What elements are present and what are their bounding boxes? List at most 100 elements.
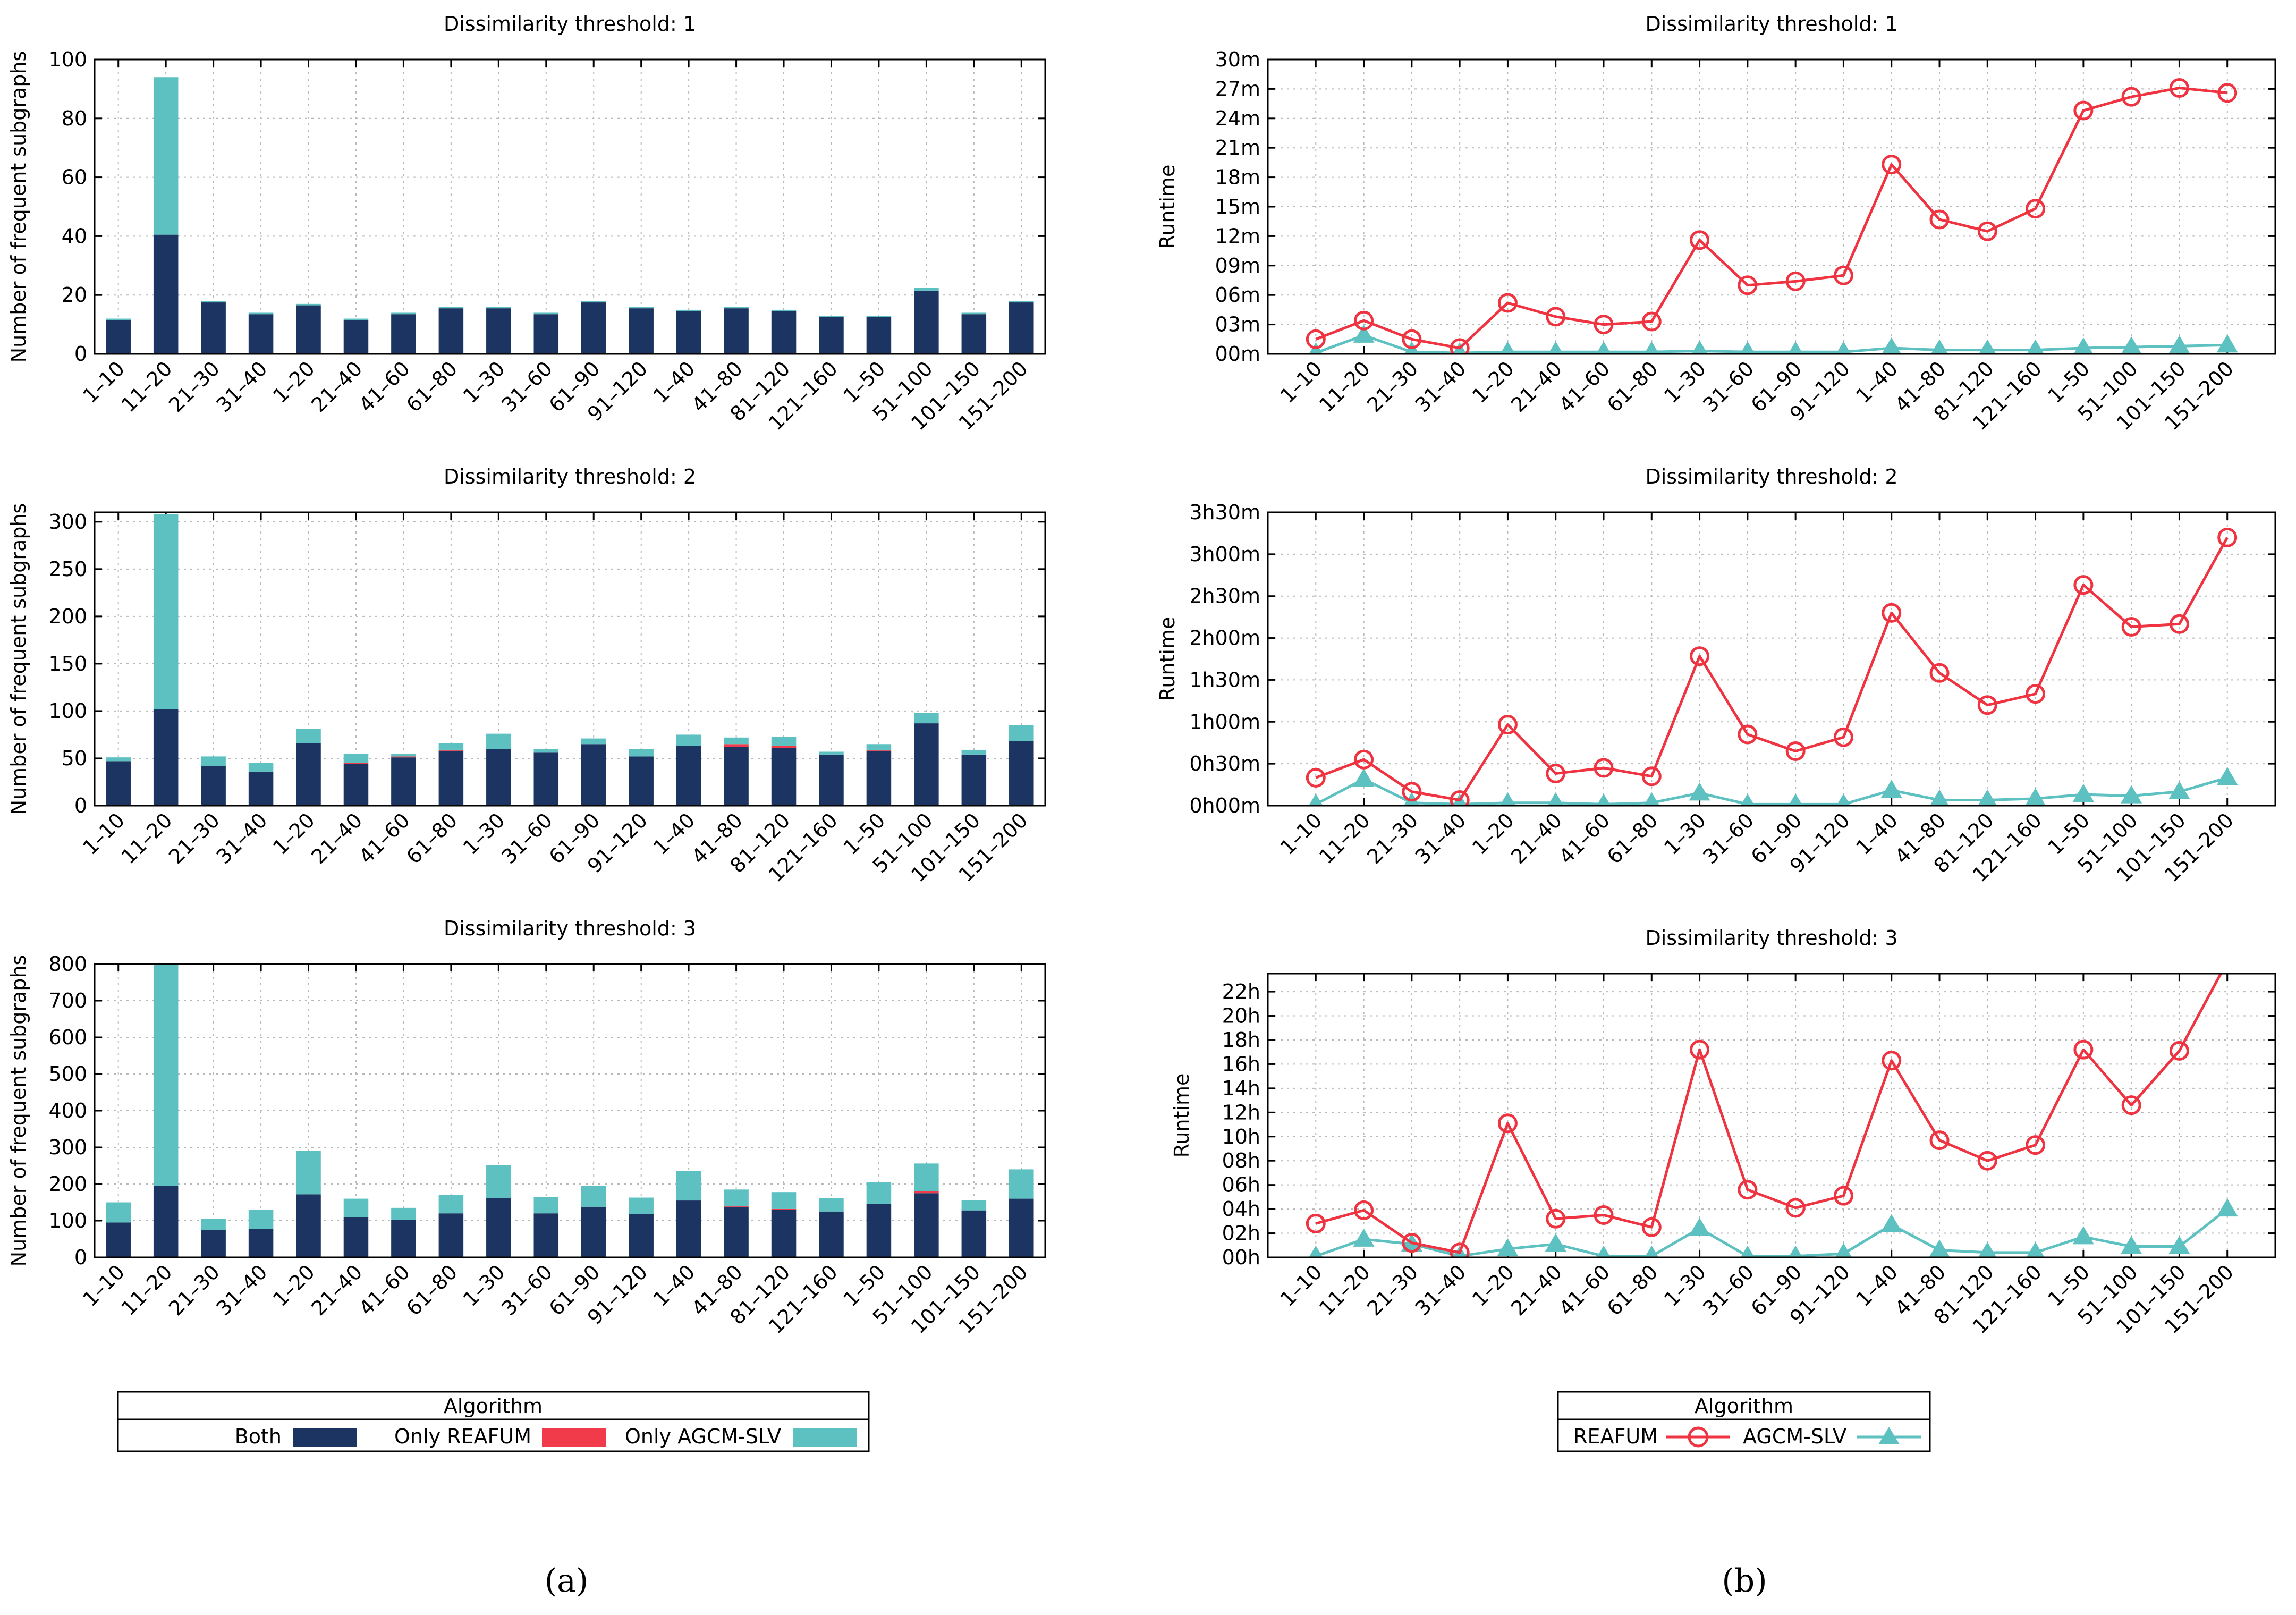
point-reafum [1833,1186,1853,1206]
y-tick-label: 24m [1215,107,1260,130]
point-agcm-slv [1596,341,1611,354]
y-axis-label: Runtime [1156,165,1179,249]
point-reafum [2121,87,2141,107]
y-tick-label: 30m [1215,48,1260,71]
bar-only-agcm-slv [201,1219,226,1230]
bar-both [391,757,416,806]
x-tick-label: 41–60 [354,808,414,868]
bar-only-agcm-slv [201,756,226,766]
bar-only-agcm-slv [153,77,179,235]
y-tick-label: 06m [1215,283,1260,307]
bar-both [201,1230,226,1257]
x-tick-label: 61–80 [402,357,462,417]
bar-only-agcm-slv [724,737,749,745]
point-reafum [1690,230,1710,250]
bar-both [343,1217,369,1257]
point-reafum [1785,1198,1806,1218]
bar-only-reafum [343,763,369,764]
x-tick-label: 11–20 [1315,357,1375,417]
y-tick-label: 0 [74,794,87,817]
bar-only-agcm-slv [343,754,369,763]
y-tick-label: 250 [48,557,87,581]
bar-only-agcm-slv [296,303,321,306]
bar-only-agcm-slv [914,288,939,291]
x-tick-label: 21–30 [1362,357,1422,417]
point-reafum [1594,1205,1614,1225]
point-agcm-slv [1740,1245,1755,1257]
point-reafum [1354,749,1374,770]
y-tick-label: 21m [1215,136,1260,159]
series-line-reafum [1315,537,2229,801]
bar-only-agcm-slv [296,729,321,743]
plot-frame [94,58,1046,355]
bar-both [819,1211,844,1257]
y-tick-label: 12h [1222,1101,1260,1124]
x-tick-label: 31–40 [212,808,272,868]
series-line-reafum [1315,87,2227,350]
y-tick-label: 0 [74,1246,87,1269]
bar-both [724,1206,749,1257]
chart-title: Dissimilarity threshold: 1 [444,12,696,36]
y-tick-label: 800 [48,952,87,976]
chart-6: Dissimilarity threshold: 3Runtime00h02h0… [1170,926,2276,1338]
plot-frame [94,963,1046,1258]
y-tick-label: 14h [1222,1077,1260,1100]
bar-both [771,1210,797,1257]
point-agcm-slv [1979,339,1996,354]
legend-a-label-both: Both [235,1425,282,1448]
bar-only-agcm-slv [771,737,797,746]
point-agcm-slv [1353,1228,1375,1247]
point-agcm-slv [1548,341,1563,354]
bar-both [391,1220,416,1257]
chart-title: Dissimilarity threshold: 2 [444,465,696,488]
legend-a-label-only-reafum: Only REAFUM [394,1425,531,1448]
bar-only-agcm-slv [438,743,464,750]
bar-only-agcm-slv [486,307,511,309]
bar-both [153,234,179,354]
plot-series [1306,78,2238,354]
bar-only-agcm-slv [581,738,606,745]
point-agcm-slv [2072,1226,2094,1245]
bar-only-agcm-slv [296,1151,321,1195]
x-tick-label: 21–40 [307,1260,367,1320]
point-reafum [1882,603,1902,623]
point-reafum [1641,311,1662,332]
point-reafum [2073,1039,2094,1060]
point-agcm-slv [2216,767,2238,785]
point-agcm-slv [2168,1236,2190,1254]
x-tick-label: 31–60 [1698,808,1758,868]
bar-only-agcm-slv [676,1171,701,1201]
bar-only-reafum [914,1191,939,1194]
legend-a-swatch-both [293,1428,357,1447]
bar-both [438,750,464,806]
point-reafum [1929,209,1950,230]
bar-only-agcm-slv [961,312,987,315]
bar-both [391,314,416,354]
bar-only-agcm-slv [866,315,892,317]
bar-only-agcm-slv [248,1210,274,1229]
bar-both [581,744,606,806]
chart-title: Dissimilarity threshold: 3 [1645,926,1897,950]
x-tick-label: 21–40 [307,808,367,868]
bar-both [819,317,844,354]
legend-b-marker-agcm [1878,1427,1900,1444]
bar-only-agcm-slv [391,312,416,315]
y-tick-label: 1h30m [1189,668,1260,691]
point-reafum [1977,221,1997,241]
x-tick-label: 31–60 [497,808,557,868]
x-tick-label: 41–60 [1554,1260,1614,1320]
point-reafum [1546,764,1566,784]
point-agcm-slv [1930,339,1948,354]
series-line-reafum [1315,974,2223,1254]
bar-only-agcm-slv [866,1182,892,1204]
point-agcm-slv [1930,789,1949,806]
point-reafum [1402,329,1422,349]
y-tick-label: 1h00m [1189,710,1260,733]
bar-both [106,320,131,354]
bar-both [961,314,987,354]
bar-only-reafum [771,746,797,748]
bar-only-reafum [438,749,464,751]
chart-title: Dissimilarity threshold: 1 [1645,12,1897,36]
plot-series [1306,527,2238,806]
y-tick-label: 700 [48,989,87,1012]
